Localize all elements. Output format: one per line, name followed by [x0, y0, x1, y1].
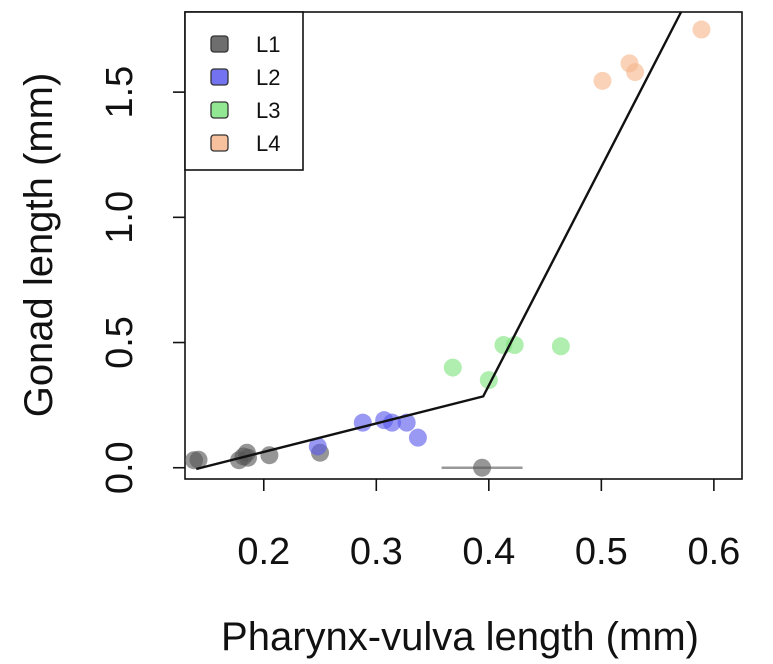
legend-label-l4: L4 — [256, 131, 280, 156]
x-axis-label: Pharynx-vulva length (mm) — [221, 615, 699, 659]
data-point-l3 — [443, 358, 462, 377]
legend-swatch-l4 — [210, 134, 229, 152]
data-point-l1 — [189, 450, 208, 469]
data-point-l2 — [397, 413, 416, 432]
data-point-l4 — [593, 71, 612, 90]
data-point-l3 — [505, 336, 524, 355]
fit-line-group — [195, 11, 683, 471]
y-axis-label: Gonad length (mm) — [17, 73, 61, 418]
data-points — [185, 20, 711, 477]
plot-frame — [184, 11, 743, 480]
axes: 0.2 0.3 0.4 0.5 0.6 0.0 0.5 1.0 1.5 — [99, 11, 743, 573]
legend-label-l2: L2 — [256, 65, 280, 90]
x-tick-label: 0.4 — [462, 531, 515, 573]
data-point-l3 — [551, 337, 570, 356]
data-point-l1 — [239, 448, 258, 467]
y-tick-label: 0.0 — [99, 441, 141, 494]
x-tick-label: 0.2 — [237, 531, 290, 573]
x-tick-label: 0.5 — [575, 531, 628, 573]
legend-swatch-l3 — [210, 101, 229, 119]
data-point-l4 — [692, 20, 711, 39]
fit-line — [195, 11, 683, 471]
data-point-l2 — [408, 428, 427, 447]
axis-labels: Pharynx-vulva length (mm) Gonad length (m… — [17, 73, 699, 659]
x-tick-label: 0.6 — [687, 531, 740, 573]
legend-box — [184, 11, 304, 171]
data-point-l2 — [308, 437, 327, 456]
y-tick-label: 0.5 — [99, 316, 141, 369]
data-point-l1 — [473, 458, 492, 477]
data-point-l4 — [626, 63, 645, 82]
legend-label-l1: L1 — [256, 32, 280, 57]
y-tick-label: 1.0 — [99, 191, 141, 244]
legend-label-l3: L3 — [256, 98, 280, 123]
legend-swatch-l2 — [210, 68, 229, 86]
x-tick-label: 0.3 — [350, 531, 403, 573]
legend: L1 L2 L3 L4 — [184, 11, 304, 171]
y-tick-label: 1.5 — [99, 66, 141, 119]
legend-swatch-l1 — [210, 35, 229, 53]
